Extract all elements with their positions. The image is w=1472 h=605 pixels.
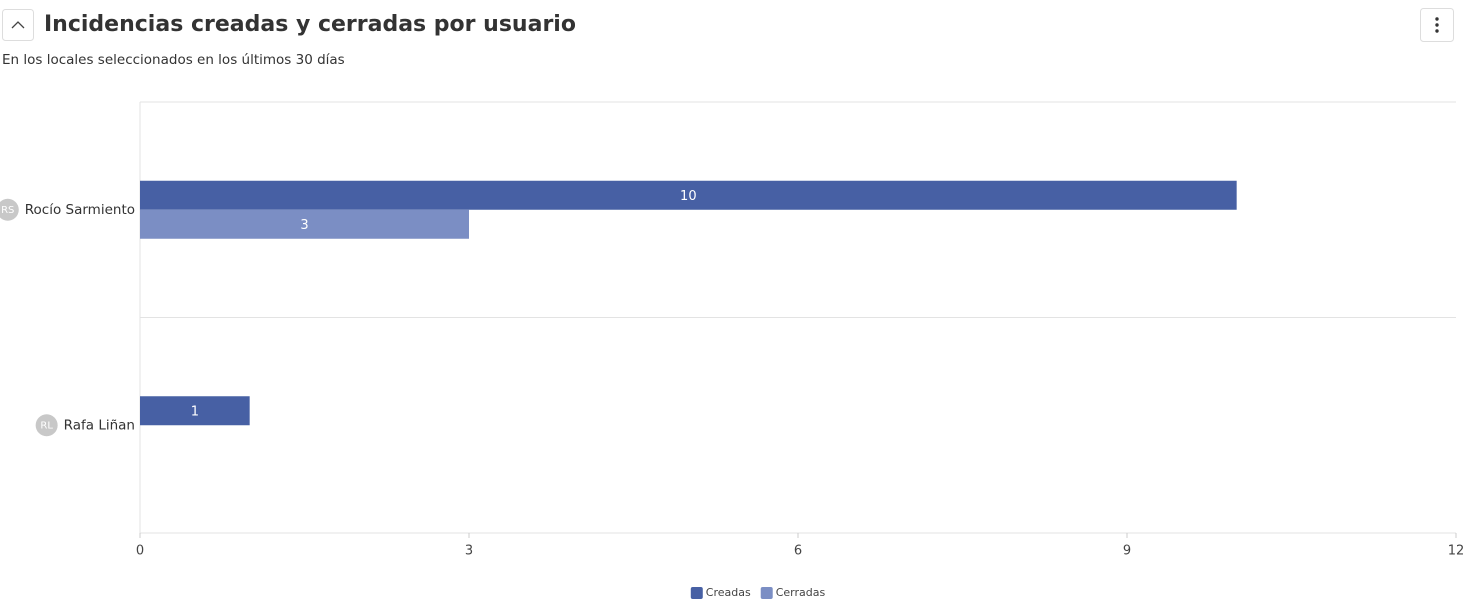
x-tick-label: 0 [136,544,144,559]
x-tick-label: 12 [1448,544,1465,559]
bar [140,209,469,239]
x-tick-label: 3 [465,544,473,559]
avatar [0,198,19,221]
collapse-icon [11,21,25,29]
x-tick-label: 6 [794,544,802,559]
x-tick-label: 9 [1123,544,1131,559]
avatar [35,414,58,437]
avatar-initials: RS [1,205,14,216]
subtitle: En los locales seleccionados en los últi… [2,52,345,68]
bar [140,180,1237,210]
legend-label: Creadas [706,586,751,599]
value-label: 1 [191,404,199,419]
bar [140,396,250,426]
value-label: 3 [300,218,308,233]
avatar-initials: RL [40,420,53,431]
menu-icon [1435,17,1439,33]
legend-label: Cerradas [776,586,826,599]
y-tick-label: Rafa Liñan [64,417,135,433]
collapse-button[interactable] [2,9,34,41]
value-label: 10 [680,189,697,204]
title: Incidencias creadas y cerradas por usuar… [44,12,576,37]
legend-swatch [760,587,773,599]
legend-swatch [690,587,703,599]
y-tick-label: Rocío Sarmiento [25,202,135,218]
